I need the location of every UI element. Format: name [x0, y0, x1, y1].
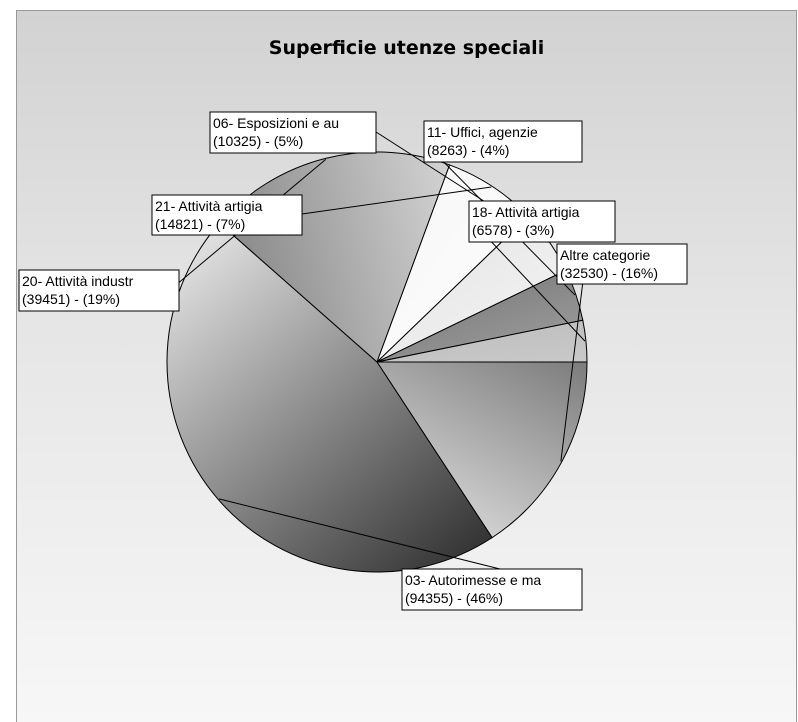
slice-label: 21- Attività artigia (14821) - (7%): [151, 194, 303, 236]
pie-slice: [376, 319, 588, 363]
slice-label-box: [209, 111, 377, 154]
slice-label-name: Altre categorie: [560, 247, 650, 263]
pie-slice: [376, 361, 588, 539]
slice-label-box: [423, 120, 583, 163]
chart-title: Superficie utenze speciali: [268, 37, 545, 59]
slice-label-value: (39451) - (19%): [22, 291, 120, 307]
slice-label: 11- Uffici, agenzie (8263) - (4%): [423, 120, 583, 163]
slice-label-value: (94355) - (46%): [405, 590, 503, 606]
slice-label-name: 11- Uffici, agenzie: [427, 124, 538, 140]
slice-label-name: 18- Attività artigia: [472, 204, 580, 220]
label-leader-line: [301, 186, 492, 215]
slice-label-value: (14821) - (7%): [155, 216, 245, 232]
slice-label-name: 03- Autorimesse e ma: [405, 572, 541, 588]
slice-label-name: 06- Esposizioni e au: [213, 115, 339, 131]
slice-label: 06- Esposizioni e au (10325) - (5%): [209, 111, 377, 154]
slice-label-box: [556, 243, 688, 285]
slice-label-box: [468, 200, 616, 243]
slice-label-value: (6578) - (3%): [472, 222, 554, 238]
slice-label-box: [151, 194, 303, 236]
slice-label-value: (8263) - (4%): [427, 142, 509, 158]
slice-label: 18- Attività artigia (6578) - (3%): [468, 200, 616, 243]
slice-label: Altre categorie (32530) - (16%): [556, 243, 688, 285]
slice-label-box: [401, 568, 583, 611]
slice-label-name: 20- Attività industr: [22, 273, 134, 289]
slice-label-box: [18, 269, 180, 312]
slice-label-value: (10325) - (5%): [213, 133, 303, 149]
label-leader-line: [218, 498, 501, 570]
slice-labels: Altre categorie (32530) - (16%) 03- Autori…: [18, 111, 688, 611]
slice-label-value: (32530) - (16%): [560, 265, 658, 281]
slice-label: 20- Attività industr (39451) - (19%): [18, 269, 180, 312]
slice-label-name: 21- Attività artigia: [155, 198, 263, 214]
slice-label: 03- Autorimesse e ma (94355) - (46%): [401, 568, 583, 611]
